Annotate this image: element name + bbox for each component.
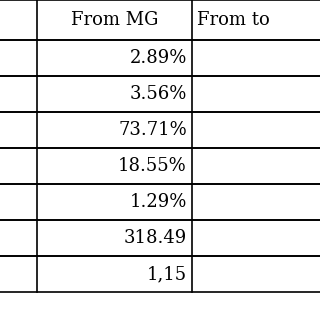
Text: 2.89%: 2.89% [130, 49, 187, 67]
Text: From to: From to [197, 11, 270, 29]
Text: 3.56%: 3.56% [130, 85, 187, 103]
Text: 18.55%: 18.55% [118, 157, 187, 175]
Text: 1,15: 1,15 [147, 265, 187, 283]
Text: 1.29%: 1.29% [130, 193, 187, 211]
Text: 318.49: 318.49 [124, 229, 187, 247]
Text: From MG: From MG [71, 11, 158, 29]
Text: 73.71%: 73.71% [118, 121, 187, 139]
